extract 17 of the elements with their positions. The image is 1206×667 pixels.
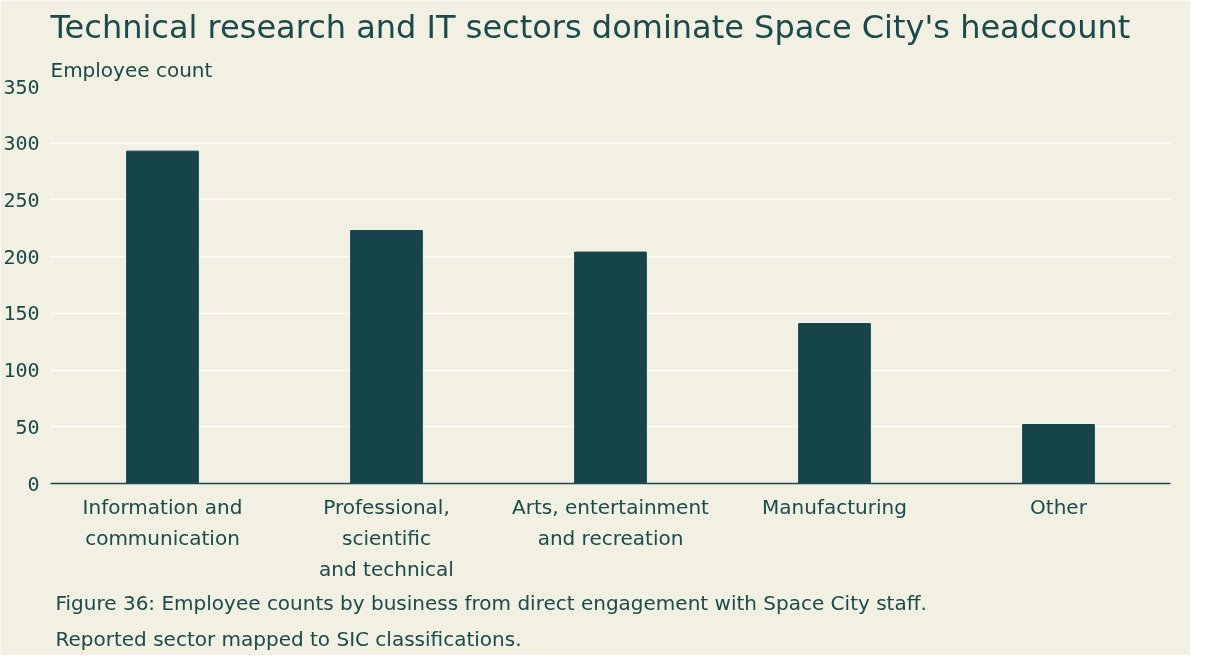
x-tick-label: Other (1030, 494, 1088, 519)
chart-title: Technical research and IT sectors dominate Space City's headcount (49, 7, 1131, 46)
text: Reported sector mapped to SIC classifications. (55, 626, 522, 651)
y-tick-label: 200 (3, 244, 40, 269)
y-tick-label: 250 (3, 187, 40, 212)
x-tick-label: Information and communication (82, 494, 243, 550)
y-tick-label: 0 (27, 471, 40, 496)
x-tick-label: Professional, scientific and technical (319, 494, 454, 581)
y-tick-label: 50 (15, 414, 40, 439)
caption: Figure 36: Employee counts by business from direct engagement with Space City staff. (55, 590, 927, 615)
y-tick-label: 100 (3, 358, 40, 383)
y-tick-label: 300 (3, 131, 40, 156)
x-tick-label: Arts, entertainment and recreation (512, 494, 710, 550)
y-tick-label: 150 (3, 301, 40, 326)
y-axis-title: Employee count (50, 57, 213, 82)
y-tick-label: 350 (3, 74, 40, 99)
x-tick-label: Manufacturing (762, 494, 907, 519)
